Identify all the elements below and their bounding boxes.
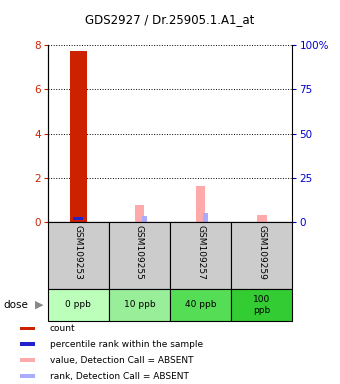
Bar [109,222,170,289]
Text: GSM109253: GSM109253 [74,225,83,280]
Bar [196,185,205,222]
Text: ▶: ▶ [35,300,44,310]
Bar [70,51,87,222]
Bar [231,222,292,289]
Text: 0 ppb: 0 ppb [65,300,91,310]
Text: 100
ppb: 100 ppb [253,295,270,314]
Text: value, Detection Call = ABSENT: value, Detection Call = ABSENT [50,356,193,365]
Bar [231,289,292,321]
Text: GSM109257: GSM109257 [196,225,205,280]
Bar [73,217,83,220]
Text: 40 ppb: 40 ppb [185,300,216,310]
Bar [109,289,170,321]
Text: GDS2927 / Dr.25905.1.A1_at: GDS2927 / Dr.25905.1.A1_at [85,13,255,26]
Bar [20,374,35,378]
Bar [170,289,231,321]
Text: 10 ppb: 10 ppb [123,300,155,310]
Bar [20,343,35,346]
Text: count: count [50,324,75,333]
Bar [135,205,144,222]
Text: GSM109255: GSM109255 [135,225,144,280]
Bar [203,213,208,222]
Text: GSM109259: GSM109259 [257,225,266,280]
Bar [257,215,267,222]
Text: dose: dose [3,300,28,310]
Bar [20,327,35,331]
Bar [48,289,109,321]
Text: percentile rank within the sample: percentile rank within the sample [50,340,203,349]
Bar [48,222,109,289]
Text: rank, Detection Call = ABSENT: rank, Detection Call = ABSENT [50,372,189,381]
Bar [20,358,35,362]
Bar [142,217,147,222]
Bar [170,222,231,289]
